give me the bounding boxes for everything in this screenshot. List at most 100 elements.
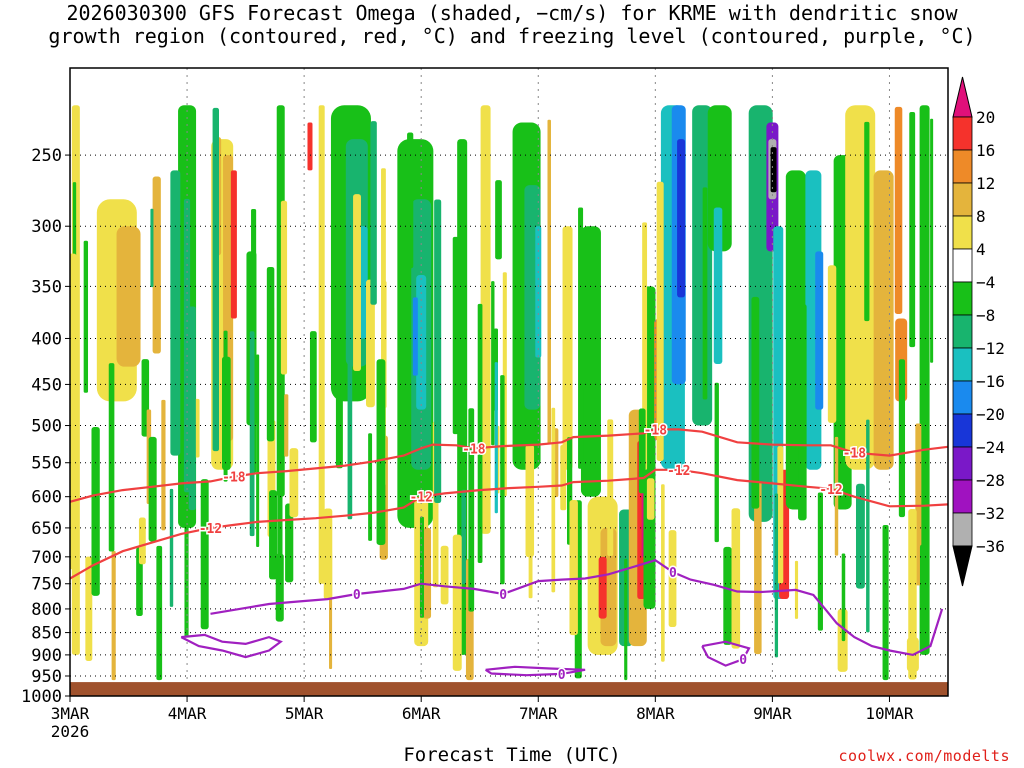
omega-shading [70,105,934,681]
omega-streak [754,481,762,655]
contour-label: 0 [558,668,566,683]
omega-streak [528,552,533,599]
omega-streak [661,484,665,662]
colorbar-cell [952,413,973,448]
colorbar-cell [952,380,973,415]
colorbar-label: 20 [976,108,995,127]
omega-streak [280,200,288,375]
contour-label: 0 [739,653,747,668]
colorbar-cell [952,149,973,184]
colorbar-cell [952,446,973,481]
omega-streak [915,423,922,586]
colorbar-cell [952,479,973,514]
omega-streak [148,436,157,542]
omega-cell [412,297,418,376]
omega-streak [256,354,260,547]
omega-streak [370,121,377,305]
contour--18 [70,428,948,503]
y-tick-label: 900 [31,646,62,666]
contour-label: -12 [667,464,690,479]
omega-streak [452,236,459,435]
omega-cell [707,105,732,252]
omega-streak [882,525,889,681]
omega-streak [624,558,628,681]
omega-streak [452,534,462,671]
credit-link[interactable]: coolwx.com/modelts [838,747,1010,765]
omega-cell [562,226,573,470]
colorbar-bottom-arrow [952,545,973,587]
omega-streak [407,132,414,269]
x-axis: 3MAR 4MAR 5MAR 6MAR 7MAR 8MAR 9MAR 10MAR 2026 [51,696,914,741]
contour-label: -12 [409,491,432,506]
omega-streak [468,408,475,612]
omega-streak [285,503,294,583]
omega-streak [569,499,578,636]
omega-streak [200,479,209,630]
omega-streak [156,545,163,681]
x-year-label: 2026 [51,722,90,741]
omega-streak [723,546,732,645]
omega-streak [150,208,154,288]
omega-streak [908,509,917,680]
omega-streak [309,331,317,443]
contour-0 [701,640,751,667]
plot-frame [69,67,949,697]
omega-streak [169,488,174,607]
omega-streak [91,426,100,596]
omega-streak [714,382,719,543]
omega-streak [494,362,498,514]
contour-label: -18 [843,447,867,462]
omega-streak [898,359,906,518]
colorbar-label: −36 [976,537,1005,556]
y-tick-label: 300 [31,217,62,237]
contour-label: -18 [644,423,668,438]
omega-cell [423,527,432,619]
colorbar-label: 12 [976,174,995,193]
omega-streak [638,408,646,494]
omega-streak [777,446,784,584]
y-tick-label: 950 [31,667,62,687]
omega-streak [161,399,166,531]
omega-streak [249,331,255,537]
y-tick-label: 500 [31,417,62,437]
omega-streak [930,118,934,363]
colorbar-cell [952,248,973,283]
colorbar-cell [952,347,973,382]
chart-title-line1: 2026030300 GFS Forecast Omega (shaded, −… [66,1,958,25]
omega-streak [560,444,567,511]
colorbar-cell [952,182,973,217]
colorbar-cell [952,215,973,250]
y-tick-label: 400 [31,329,62,349]
omega-cell [770,147,777,193]
omega-streak [347,225,353,520]
y-tick-label: 550 [31,454,62,474]
colorbar-label: −16 [976,372,1005,391]
x-tick-label: 6MAR [402,704,441,723]
omega-streak [277,419,283,587]
omega-streak [152,176,161,354]
omega-streak [491,281,495,446]
omega-streak [500,375,505,585]
omega-streak [894,106,903,314]
y-tick-label: 250 [31,146,62,166]
omega-streak [607,419,614,557]
omega-streak [909,112,916,348]
x-tick-label: 7MAR [519,704,558,723]
omega-streak [212,107,220,452]
omega-streak [817,492,823,631]
chart-title: 2026030300 GFS Forecast Omega (shaded, −… [0,2,1024,48]
y-tick-label: 350 [31,277,62,297]
omega-streak [525,444,535,558]
y-tick-label: 750 [31,575,62,595]
contour-label: 0 [669,566,677,581]
omega-streak [136,547,143,617]
omega-streak [477,303,483,563]
y-tick-label: 650 [31,519,62,539]
omega-streak [751,296,760,509]
omega-streak [919,544,929,596]
y-tick-label: 700 [31,548,62,568]
colorbar-label: 8 [976,207,986,226]
colorbar-cell [952,512,973,547]
colorbar-label: −4 [976,273,995,292]
colorbar-label: −20 [976,405,1005,424]
